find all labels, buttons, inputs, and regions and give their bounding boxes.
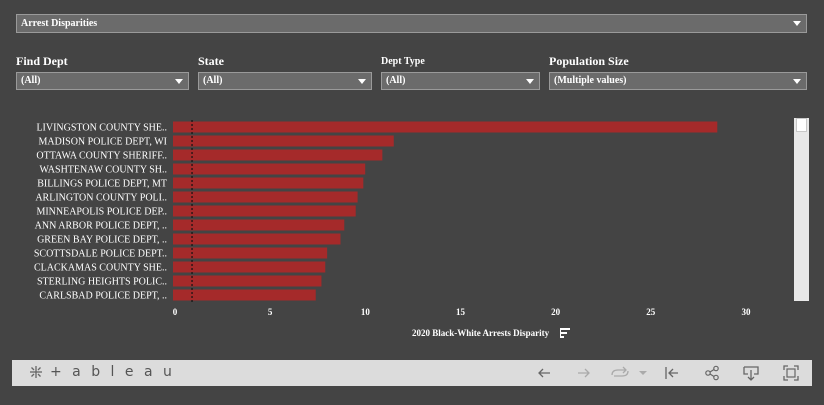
revert-dropdown-icon[interactable]	[638, 365, 648, 381]
find-dept-dropdown[interactable]: (All)	[16, 72, 189, 90]
bar[interactable]	[173, 289, 316, 301]
bar[interactable]	[173, 163, 366, 175]
tableau-logo: + a b l e a u	[28, 364, 175, 380]
category-label: CLACKAMAS COUNTY SHE..	[34, 263, 167, 274]
sort-icon[interactable]	[559, 327, 571, 339]
dept-type-value: (All)	[386, 75, 406, 86]
chevron-down-icon	[175, 79, 183, 84]
x-tick-label: 20	[551, 307, 561, 317]
tableau-toolbar: + a b l e a u	[12, 360, 812, 386]
chevron-down-icon	[793, 79, 801, 84]
view-selector[interactable]: Arrest Disparities	[16, 14, 807, 33]
bar-chart: LIVINGSTON COUNTY SHE.. MADISON POLICE DE…	[34, 120, 751, 317]
x-axis-ticks: 0 5 10 15 20 25 30	[173, 307, 751, 317]
bar[interactable]	[173, 191, 358, 203]
scrollbar-thumb[interactable]	[796, 118, 807, 132]
filter-label-state: State	[198, 54, 224, 68]
reset-icon[interactable]	[664, 365, 680, 381]
x-tick-label: 30	[741, 307, 751, 317]
dept-type-dropdown[interactable]: (All)	[381, 72, 540, 90]
bar[interactable]	[173, 135, 394, 147]
view-selector-value: Arrest Disparities	[21, 18, 98, 29]
chevron-down-icon	[526, 79, 534, 84]
x-tick-label: 5	[268, 307, 273, 317]
category-label: GREEN BAY POLICE DEPT, ..	[37, 235, 167, 246]
redo-icon[interactable]	[576, 365, 592, 381]
category-labels: LIVINGSTON COUNTY SHE.. MADISON POLICE DE…	[34, 123, 167, 302]
category-label: STERLING HEIGHTS POLIC..	[37, 277, 167, 288]
fullscreen-icon[interactable]	[783, 365, 799, 381]
filter-label-dept-type: Dept Type	[381, 56, 425, 67]
bar[interactable]	[173, 275, 322, 287]
population-size-value: (Multiple values)	[554, 75, 627, 86]
population-size-dropdown[interactable]: (Multiple values)	[549, 72, 807, 90]
category-label: CARLSBAD POLICE DEPT, ..	[39, 291, 167, 302]
x-axis-title: 2020 Black-White Arrests Disparity	[412, 328, 550, 338]
bar[interactable]	[173, 233, 341, 245]
bar[interactable]	[173, 261, 326, 273]
share-icon[interactable]	[704, 365, 720, 381]
bar[interactable]	[173, 219, 345, 231]
category-label: ARLINGTON COUNTY POLI..	[35, 193, 167, 204]
category-label: LIVINGSTON COUNTY SHE..	[36, 123, 167, 134]
category-label: BILLINGS POLICE DEPT, MT	[37, 179, 167, 190]
chart-scrollbar[interactable]	[794, 118, 809, 301]
state-value: (All)	[203, 75, 223, 86]
category-label: MADISON POLICE DEPT, WI	[38, 137, 167, 148]
category-label: MINNEAPOLIS POLICE DEP..	[36, 207, 167, 218]
find-dept-value: (All)	[21, 75, 41, 86]
state-dropdown[interactable]: (All)	[198, 72, 372, 90]
category-label: OTTAWA COUNTY SHERIFF..	[36, 151, 167, 162]
category-label: SCOTTSDALE POLICE DEPT..	[34, 249, 167, 260]
tableau-logo-text: + a b l e a u	[50, 364, 175, 380]
download-icon[interactable]	[743, 365, 759, 381]
revert-icon[interactable]	[608, 365, 632, 381]
bar[interactable]	[173, 247, 328, 259]
filter-label-population-size: Population Size	[549, 54, 629, 68]
x-tick-label: 15	[456, 307, 466, 317]
x-tick-label: 0	[173, 307, 178, 317]
filter-label-find-dept: Find Dept	[16, 54, 68, 68]
chevron-down-icon	[358, 79, 366, 84]
tableau-logo-icon	[30, 366, 42, 378]
bar[interactable]	[173, 149, 383, 161]
chevron-down-icon	[793, 21, 801, 26]
bar[interactable]	[173, 121, 718, 133]
category-label: WASHTENAW COUNTY SH..	[39, 165, 167, 176]
undo-icon[interactable]	[536, 365, 552, 381]
bars	[173, 121, 718, 301]
category-label: ANN ARBOR POLICE DEPT, ..	[35, 221, 167, 232]
bar[interactable]	[173, 177, 364, 189]
x-tick-label: 25	[646, 307, 656, 317]
x-tick-label: 10	[361, 307, 371, 317]
bar[interactable]	[173, 205, 356, 217]
